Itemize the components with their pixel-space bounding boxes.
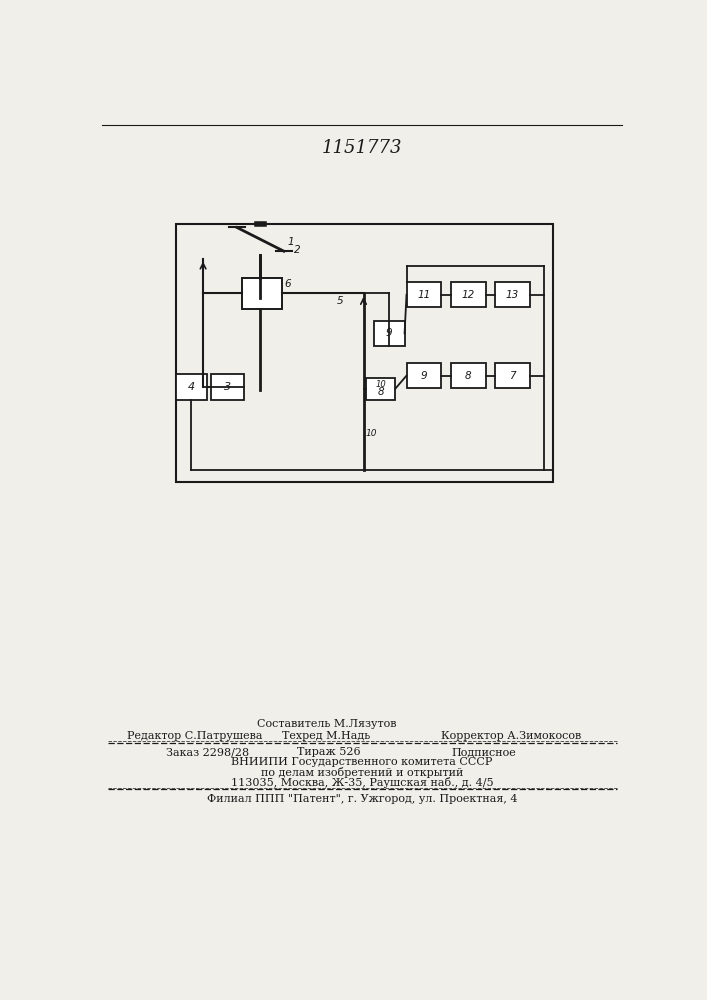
Bar [242,278,282,309]
Text: 7: 7 [509,371,515,381]
Text: Тираж 526: Тираж 526 [297,747,361,757]
Text: 11: 11 [417,290,431,300]
Bar [176,224,554,482]
Text: Составитель М.Лязутов: Составитель М.Лязутов [257,719,396,729]
Text: 10: 10 [366,429,378,438]
Text: 9: 9 [421,371,427,381]
Text: Редактор С.Патрушева: Редактор С.Патрушева [127,731,262,741]
Bar [450,282,486,307]
Bar [495,363,530,388]
Text: 9: 9 [386,328,392,338]
Text: 12: 12 [462,290,474,300]
Text: ВНИИПИ Государственного комитета СССР: ВНИИПИ Государственного комитета СССР [231,757,493,767]
Text: 8: 8 [378,387,384,397]
Text: Филиал ППП "Патент", г. Ужгород, ул. Проектная, 4: Филиал ППП "Патент", г. Ужгород, ул. Про… [206,794,518,804]
Text: 2: 2 [294,245,300,255]
Text: 6: 6 [284,279,291,289]
Text: Заказ 2298/28: Заказ 2298/28 [166,747,249,757]
Bar [495,282,530,307]
Text: 13: 13 [506,290,519,300]
Text: по делам изобретений и открытий: по делам изобретений и открытий [261,767,463,778]
Text: 10: 10 [375,380,386,389]
Text: Подписное: Подписное [451,747,516,757]
Text: 1151773: 1151773 [322,139,402,157]
Text: 8: 8 [464,371,472,381]
Bar [211,374,244,400]
Text: 3: 3 [224,382,231,392]
Text: 4: 4 [188,382,195,392]
Bar [373,321,404,346]
Text: 5: 5 [337,296,343,306]
Text: Корректор А.Зимокосов: Корректор А.Зимокосов [440,731,581,741]
Bar [407,363,441,388]
Bar [366,378,395,400]
Text: Техред М.Надь: Техред М.Надь [282,731,370,741]
Bar [176,374,207,400]
Bar [407,282,441,307]
Bar [450,363,486,388]
Text: 113035, Москва, Ж-35, Раушская наб., д. 4/5: 113035, Москва, Ж-35, Раушская наб., д. … [230,777,493,788]
Text: 1: 1 [288,237,294,247]
